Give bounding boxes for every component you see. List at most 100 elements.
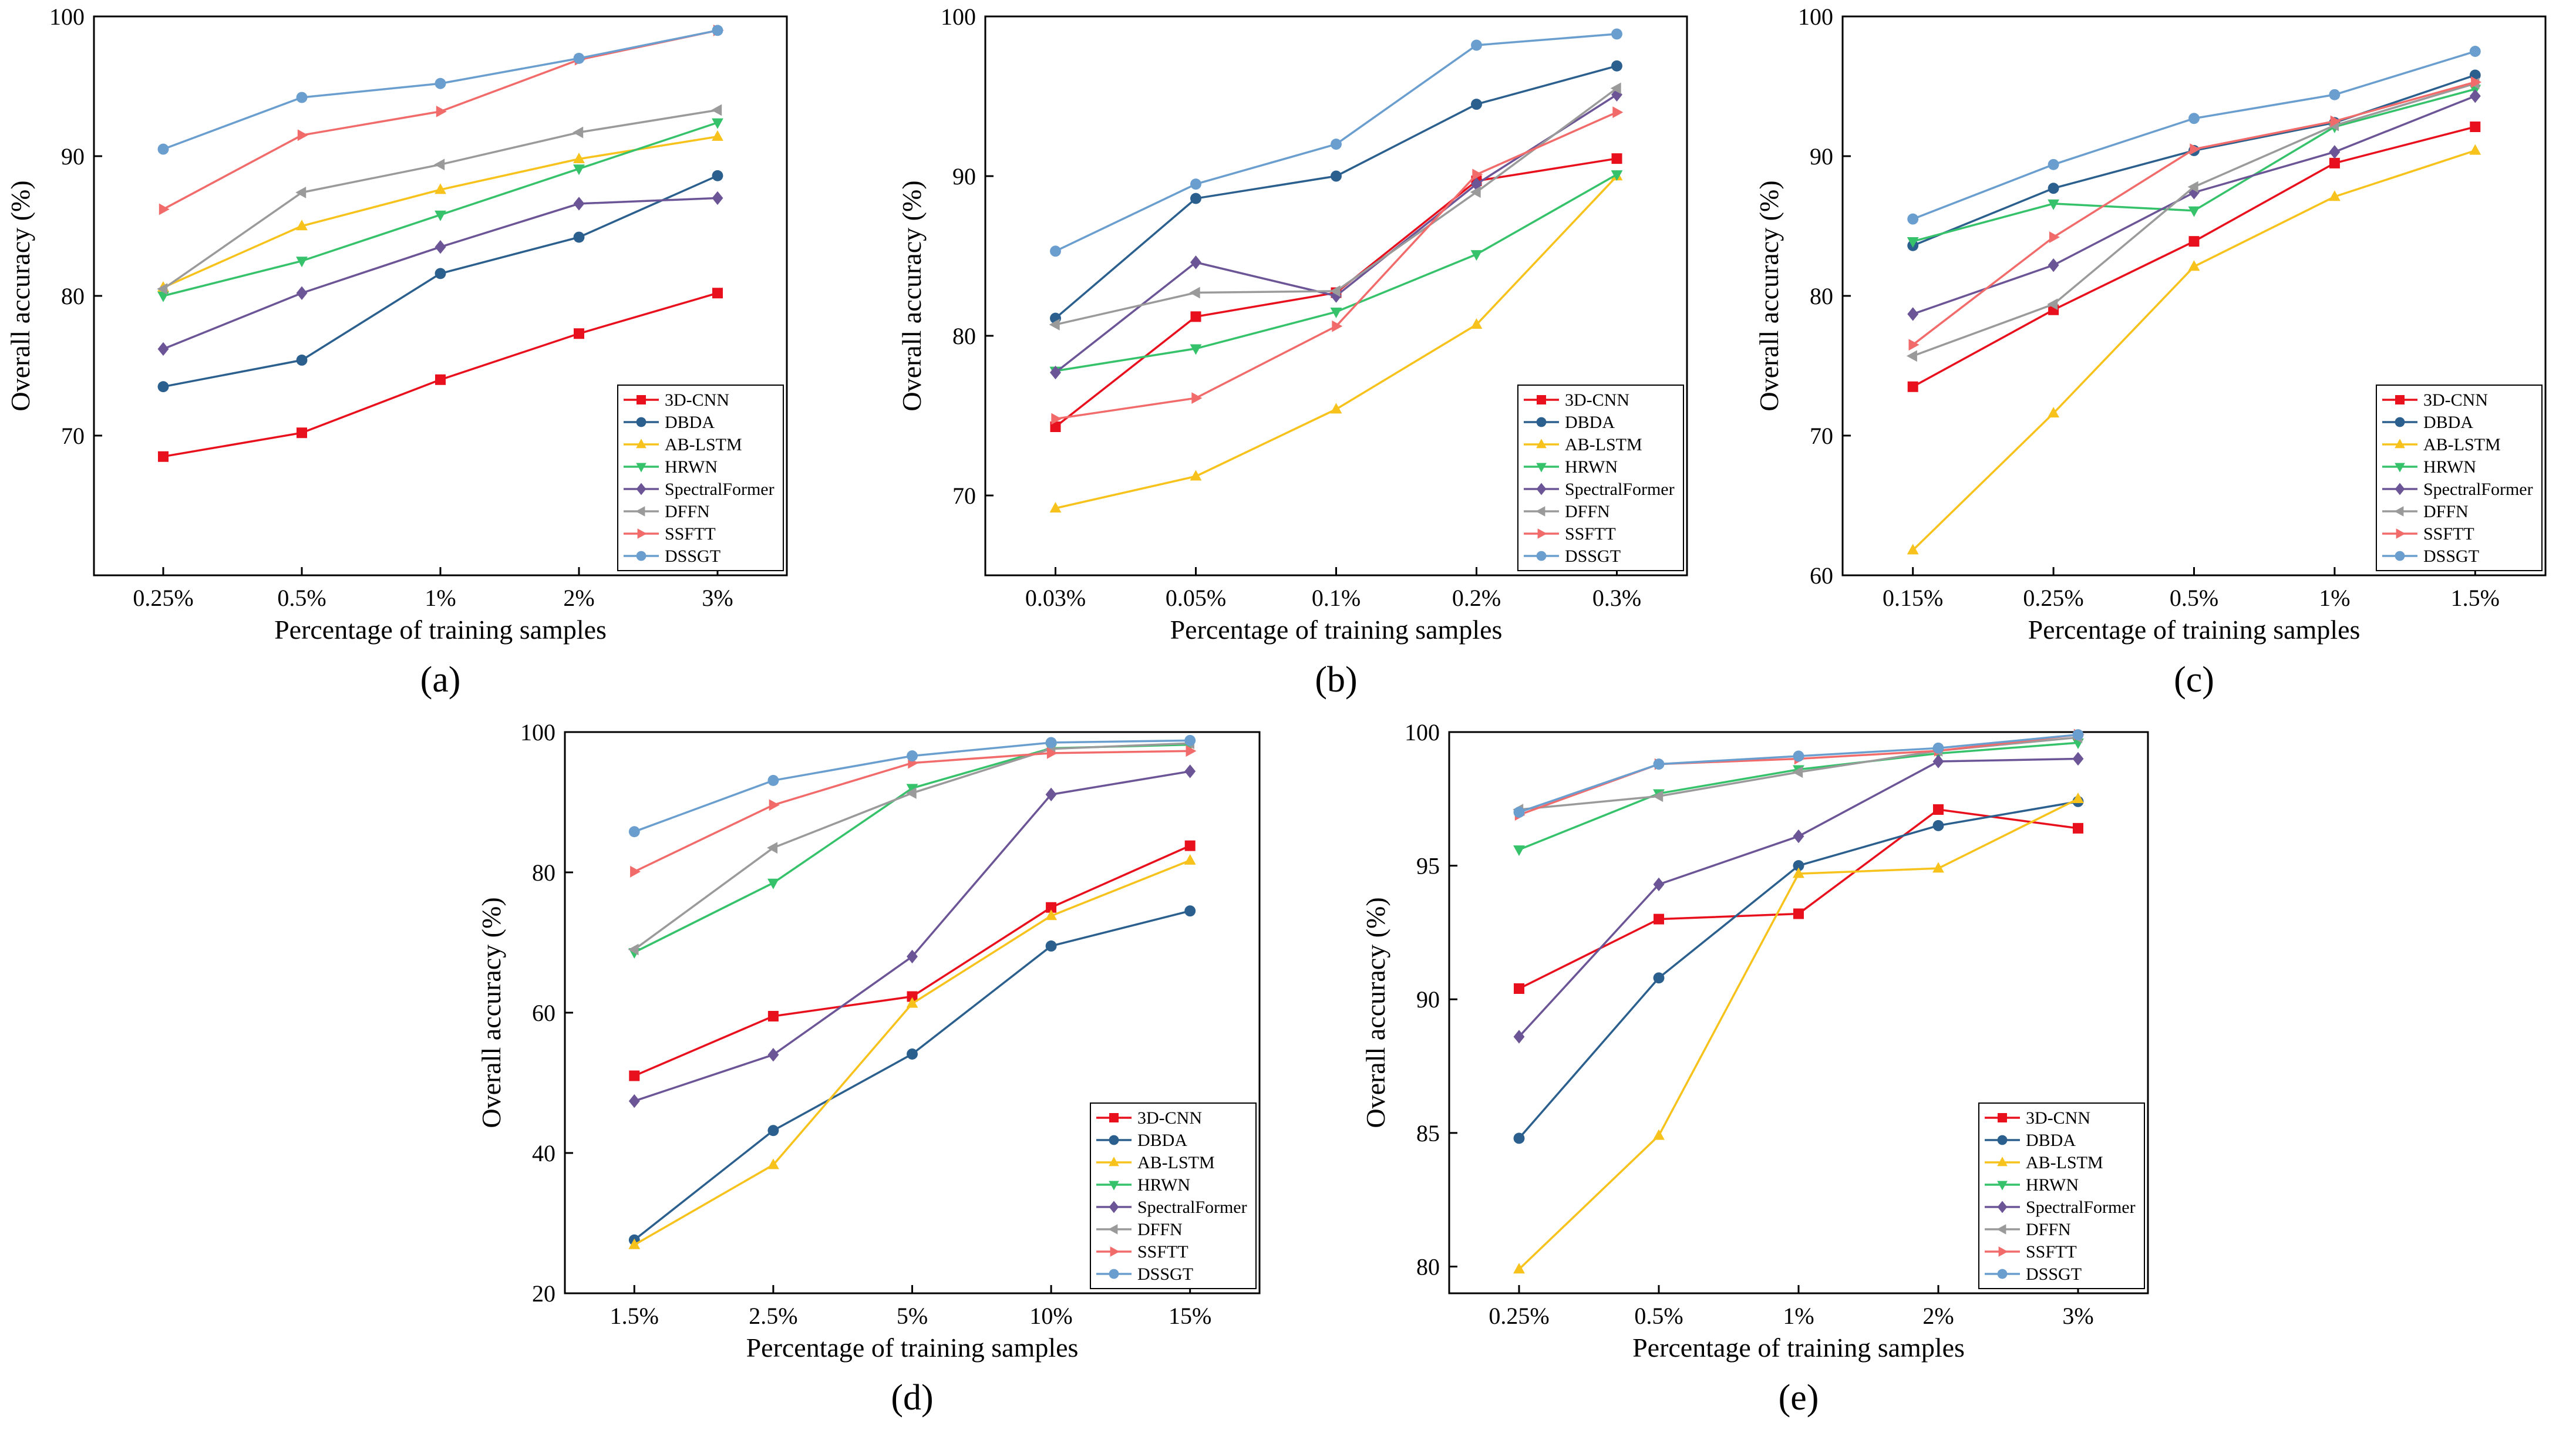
data-point-dffn <box>1652 790 1664 803</box>
legend: 3D-CNN DBDA AB-LSTM HRWN SpectralFormer DFFN S… <box>617 385 784 571</box>
data-point-dffn <box>157 283 168 295</box>
data-point-dbda <box>2048 183 2059 194</box>
data-point-dffn <box>1610 82 1621 95</box>
data-point-dbda <box>767 1125 779 1137</box>
series-line-dbda <box>1055 65 1617 319</box>
x-tick-label: 0.03% <box>1025 585 1086 611</box>
data-point-dssgt <box>2188 113 2200 124</box>
data-point-3d-cnn <box>1050 422 1061 433</box>
data-point-ab-lstm <box>1190 470 1202 481</box>
data-point-spectralformer <box>907 949 918 964</box>
data-point-dssgt <box>628 826 640 838</box>
data-point-dbda <box>1513 1132 1525 1144</box>
series-dffn <box>628 737 1194 956</box>
data-point-ab-lstm <box>1932 862 1944 873</box>
data-point-ab-lstm <box>2048 407 2059 418</box>
data-point-dssgt <box>1653 758 1665 770</box>
series-dbda <box>157 170 723 393</box>
data-point-dssgt <box>1190 178 1201 190</box>
series-spectralformer <box>1050 87 1622 380</box>
data-point-spectralformer <box>1471 177 1482 191</box>
legend-label-3d-cnn: 3D-CNN <box>2423 390 2488 410</box>
data-point-dbda <box>1190 193 1201 204</box>
legend-marker-dssgt <box>1109 1269 1119 1279</box>
legend-marker-spectralformer <box>2395 483 2405 495</box>
data-point-ab-lstm <box>2329 190 2341 201</box>
data-point-ab-lstm <box>1470 318 1483 329</box>
data-point-spectralformer <box>767 1048 779 1062</box>
data-point-ab-lstm <box>2188 260 2200 271</box>
series-dssgt <box>628 734 1196 838</box>
legend: 3D-CNN DBDA AB-LSTM HRWN SpectralFormer DFFN S… <box>1517 385 1684 571</box>
data-point-3d-cnn <box>2329 157 2340 168</box>
legend-label-spectralformer: SpectralFormer <box>2423 480 2533 499</box>
legend-label-dbda: DBDA <box>1137 1131 1187 1150</box>
y-tick-label: 90 <box>1416 986 1440 1013</box>
x-tick-label: 3% <box>2062 1303 2093 1329</box>
data-point-hrwn <box>1470 250 1483 261</box>
data-point-dssgt <box>1184 734 1196 746</box>
data-point-dssgt <box>2469 46 2481 57</box>
legend-box <box>2376 385 2543 571</box>
legend-marker-ssftt <box>1110 1246 1120 1257</box>
data-point-spectralformer <box>2469 89 2481 103</box>
data-point-3d-cnn <box>1190 311 1201 322</box>
series-line-3d-cnn <box>1912 126 2476 388</box>
data-point-ab-lstm <box>1793 867 1804 878</box>
legend-marker-3d-cnn <box>1537 395 1546 404</box>
data-point-dssgt <box>157 143 169 155</box>
series-hrwn <box>628 740 1196 959</box>
y-axis-title: Overall accuracy (%) <box>1754 180 1784 411</box>
data-point-dbda <box>157 381 169 393</box>
data-point-dbda <box>1045 940 1057 952</box>
series-3d-cnn <box>1907 122 2481 392</box>
legend-label-dffn: DFFN <box>2026 1220 2071 1239</box>
x-tick-label: 1% <box>1783 1303 1814 1329</box>
legend-marker-dffn <box>1996 1224 2006 1235</box>
x-tick-label: 0.2% <box>1452 585 1501 611</box>
legend-marker-ssftt <box>1537 528 1547 539</box>
legend-label-hrwn: HRWN <box>1137 1175 1190 1195</box>
data-point-hrwn <box>767 878 779 889</box>
series-dssgt <box>1907 46 2481 225</box>
series-dbda <box>628 905 1196 1246</box>
y-axis-title: Overall accuracy (%) <box>5 180 35 411</box>
legend-marker-3d-cnn <box>1109 1113 1119 1122</box>
series-hrwn <box>157 118 723 302</box>
legend-marker-ab-lstm <box>2395 439 2405 449</box>
legend-marker-ab-lstm <box>1997 1156 2008 1166</box>
chart-panel-d: 20 40 60 80 100 1.5% 2.5% 5% 10% 15% Percentage of… <box>476 719 1261 1418</box>
panel-label: (c) <box>2174 660 2214 700</box>
y-tick-label: 60 <box>532 1000 555 1026</box>
panel-label: (b) <box>1315 660 1357 700</box>
data-point-dssgt <box>1045 737 1057 748</box>
legend: 3D-CNN DBDA AB-LSTM HRWN SpectralFormer DFFN S… <box>2376 385 2543 571</box>
data-point-3d-cnn <box>1046 902 1057 913</box>
series-line-dffn <box>163 109 718 290</box>
series-spectralformer <box>1907 89 2481 321</box>
data-point-spectralformer <box>296 286 308 300</box>
x-tick-label: 0.25% <box>133 585 193 611</box>
x-tick-label: 0.5% <box>1634 1303 1683 1329</box>
series-ssftt <box>630 745 1197 878</box>
legend-marker-ab-lstm <box>1536 439 1547 449</box>
legend-label-ab-lstm: AB-LSTM <box>2026 1153 2103 1172</box>
y-tick-label: 80 <box>1416 1253 1440 1280</box>
series-dssgt <box>157 25 723 155</box>
legend-label-ssftt: SSFTT <box>2423 524 2474 544</box>
data-point-dssgt <box>1793 750 1804 762</box>
x-tick-label: 0.5% <box>2170 585 2218 611</box>
x-tick-label: 0.25% <box>1489 1303 1549 1329</box>
series-line-ssftt <box>634 750 1190 873</box>
data-point-spectralformer <box>712 191 723 205</box>
y-tick-label: 85 <box>1416 1120 1440 1147</box>
data-point-3d-cnn <box>158 451 169 462</box>
y-tick-label: 70 <box>61 423 85 449</box>
series-line-spectralformer <box>1518 757 2079 1038</box>
legend-marker-ab-lstm <box>636 439 646 449</box>
data-point-ab-lstm <box>712 130 723 141</box>
data-point-3d-cnn <box>2073 822 2083 834</box>
y-tick-label: 20 <box>532 1280 555 1307</box>
legend-label-spectralformer: SpectralFormer <box>1565 480 1675 499</box>
legend-label-dbda: DBDA <box>2026 1131 2076 1150</box>
